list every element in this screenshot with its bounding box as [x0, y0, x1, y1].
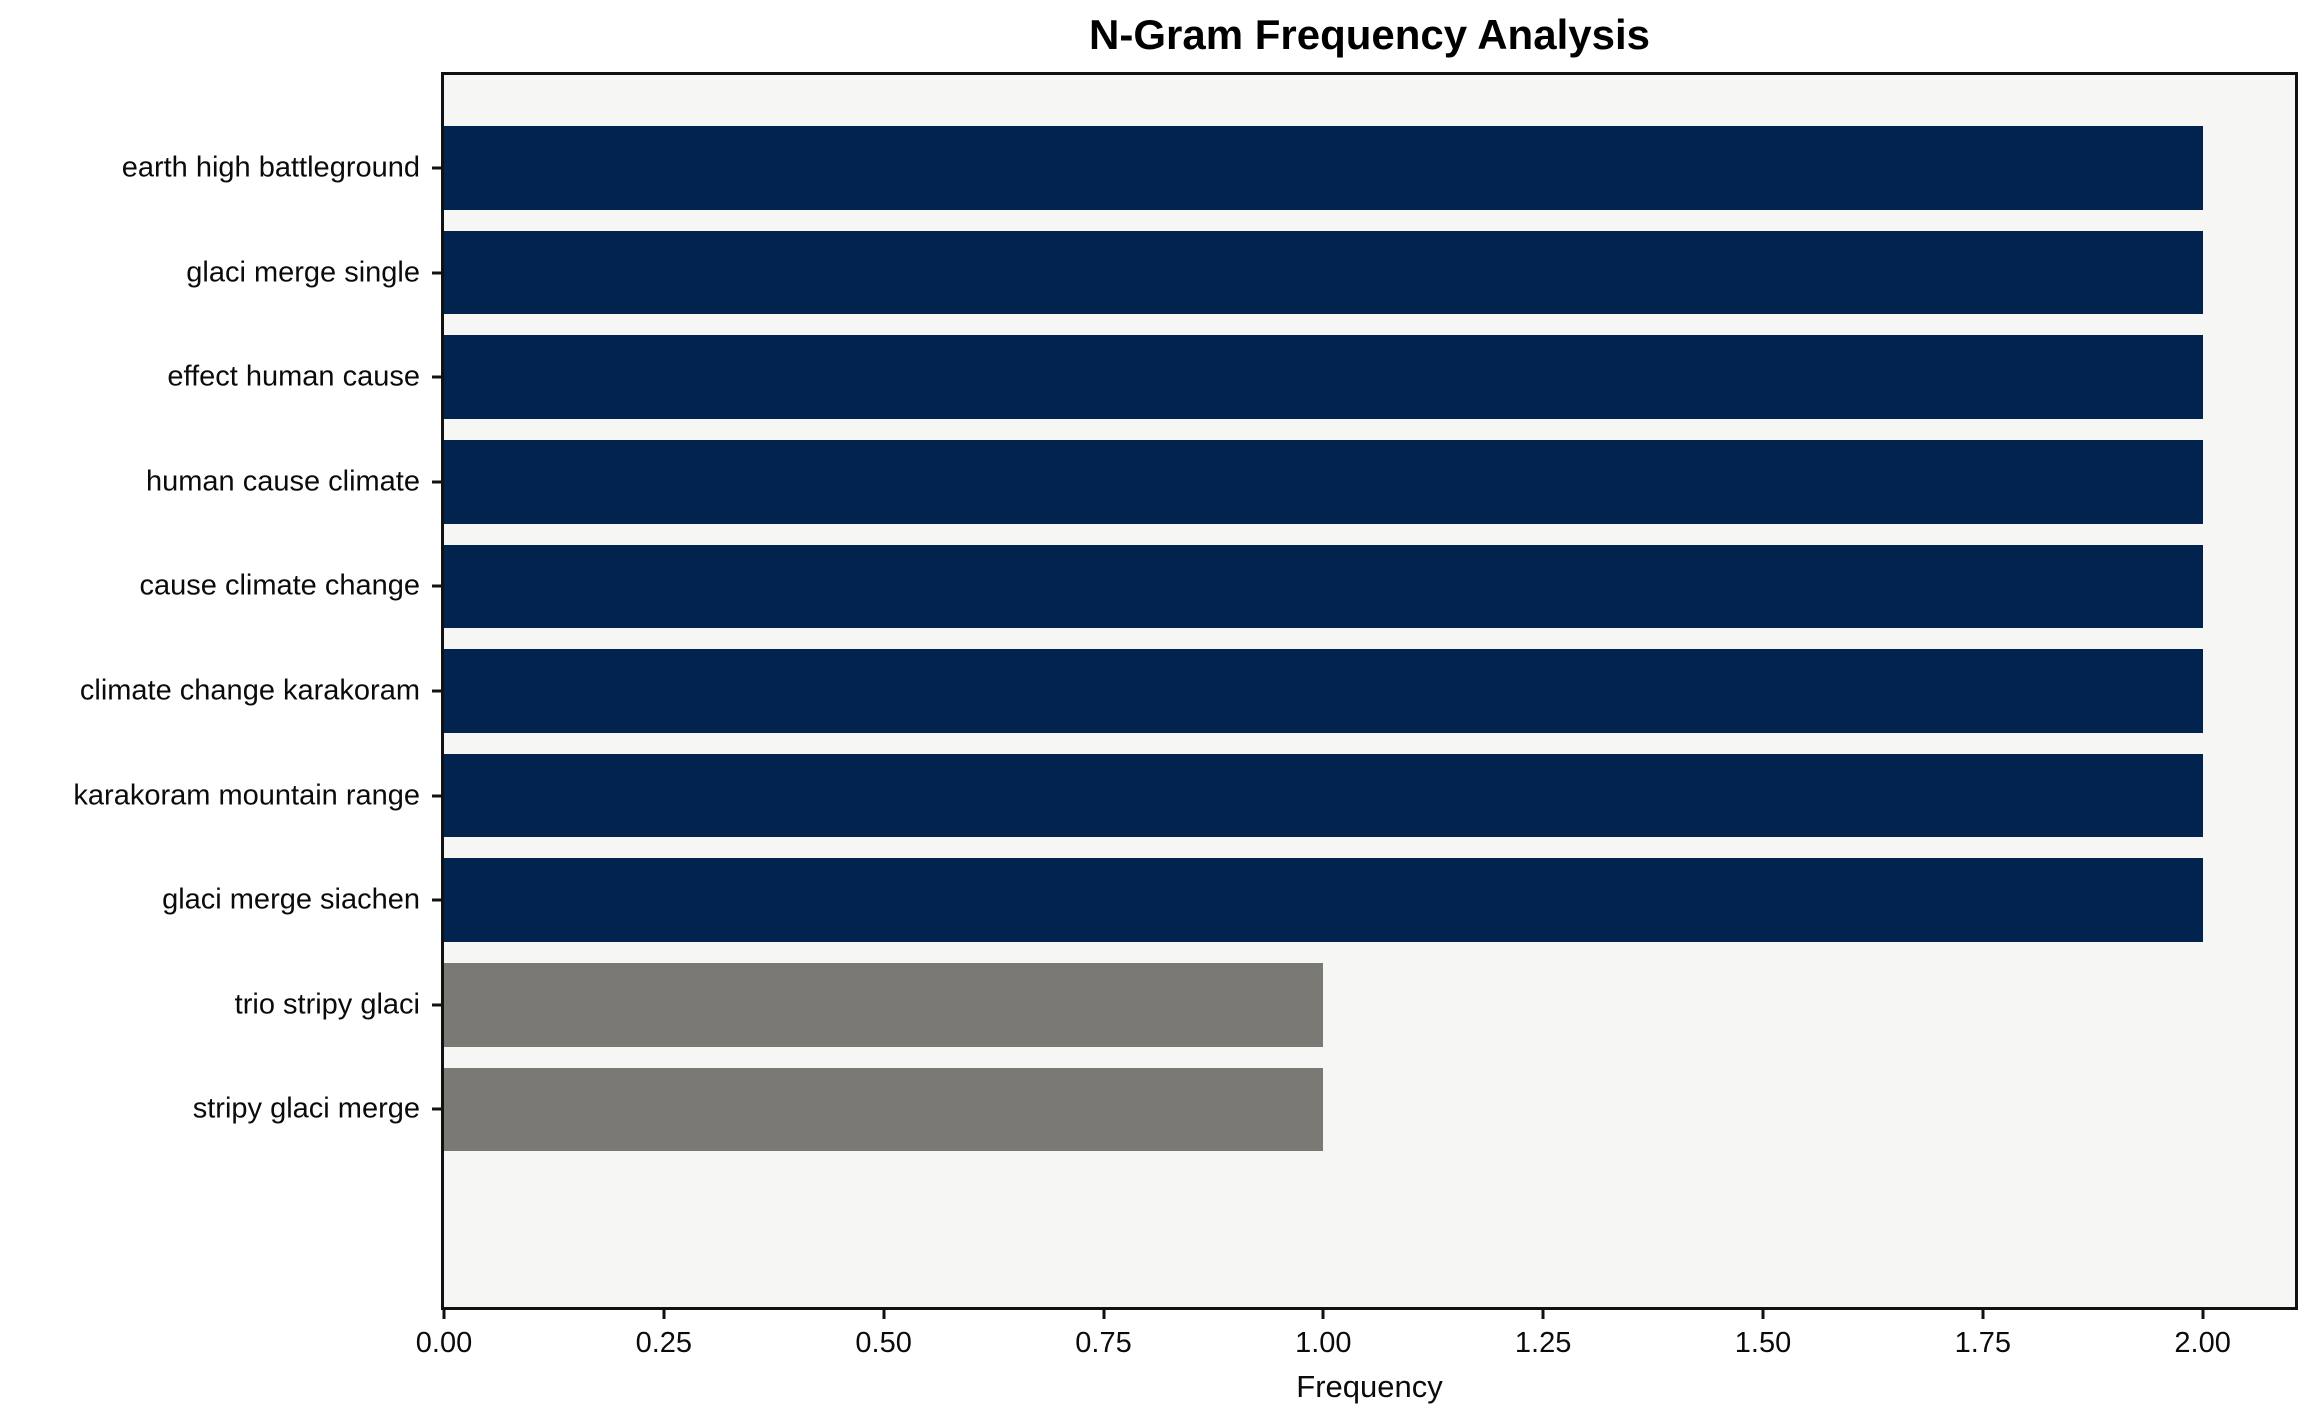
y-tick-mark: [432, 166, 444, 170]
bar-cause-climate-change: [444, 544, 2203, 629]
y-tick-mark: [432, 1003, 444, 1007]
y-tick-label: karakoram mountain range: [73, 779, 420, 812]
y-tick-label: glaci merge single: [186, 256, 420, 289]
x-tick-label: 0.00: [415, 1327, 473, 1359]
y-tick-label: glaci merge siachen: [162, 883, 420, 916]
x-tick-mark: [1761, 1307, 1765, 1319]
x-tick-mark: [2201, 1307, 2205, 1319]
y-tick-mark: [432, 375, 444, 379]
x-tick-label: 1.00: [1295, 1327, 1352, 1359]
y-tick-mark: [432, 1107, 444, 1111]
x-tick-label: 1.50: [1734, 1327, 1792, 1359]
x-tick-mark: [442, 1307, 446, 1319]
y-tick-label: earth high battleground: [121, 151, 420, 184]
x-tick-label: 0.25: [635, 1327, 693, 1359]
plot-area: N-Gram Frequency Analysis earth high bat…: [73, 11, 2298, 1404]
y-tick-label: trio stripy glaci: [234, 988, 420, 1021]
y-tick-label: stripy glaci merge: [192, 1092, 420, 1125]
bar-karakoram-mountain-range: [444, 753, 2203, 838]
y-tick-label: cause climate change: [139, 569, 421, 602]
y-tick-mark: [432, 271, 444, 275]
x-tick-label: 2.00: [2174, 1327, 2231, 1359]
y-tick-mark: [432, 794, 444, 798]
x-tick-mark: [1981, 1307, 1985, 1319]
chart-title: N-Gram Frequency Analysis: [1089, 11, 1650, 58]
x-tick-label: 1.75: [1954, 1327, 2012, 1359]
x-tick-mark: [882, 1307, 886, 1319]
bar-human-cause-climate: [444, 439, 2203, 524]
x-tick-label: 0.75: [1075, 1327, 1132, 1359]
bar-glaci-merge-siachen: [444, 858, 2203, 942]
y-tick-mark: [432, 480, 444, 484]
bar-stripy-glaci-merge: [444, 1067, 1324, 1152]
x-tick-mark: [1102, 1307, 1105, 1319]
x-tick-mark: [1321, 1307, 1325, 1319]
x-tick-label: 1.25: [1514, 1327, 1572, 1359]
y-tick-mark: [432, 689, 444, 693]
bar-effect-human-cause: [444, 335, 2203, 420]
y-tick-mark: [432, 898, 444, 902]
x-axis-title: Frequency: [1296, 1369, 1443, 1404]
bar-earth-high-battleground: [444, 126, 2203, 210]
y-tick-label: human cause climate: [145, 465, 420, 498]
y-tick-label: effect human cause: [167, 360, 420, 393]
bar-climate-change-karakoram: [444, 649, 2203, 733]
y-tick-mark: [432, 584, 444, 588]
y-tick-label: climate change karakoram: [79, 674, 420, 707]
x-tick-mark: [662, 1307, 666, 1319]
bar-trio-stripy-glaci: [444, 962, 1324, 1047]
x-tick-mark: [1541, 1307, 1545, 1319]
bar-glaci-merge-single: [444, 230, 2203, 315]
x-tick-label: 0.50: [855, 1327, 912, 1359]
